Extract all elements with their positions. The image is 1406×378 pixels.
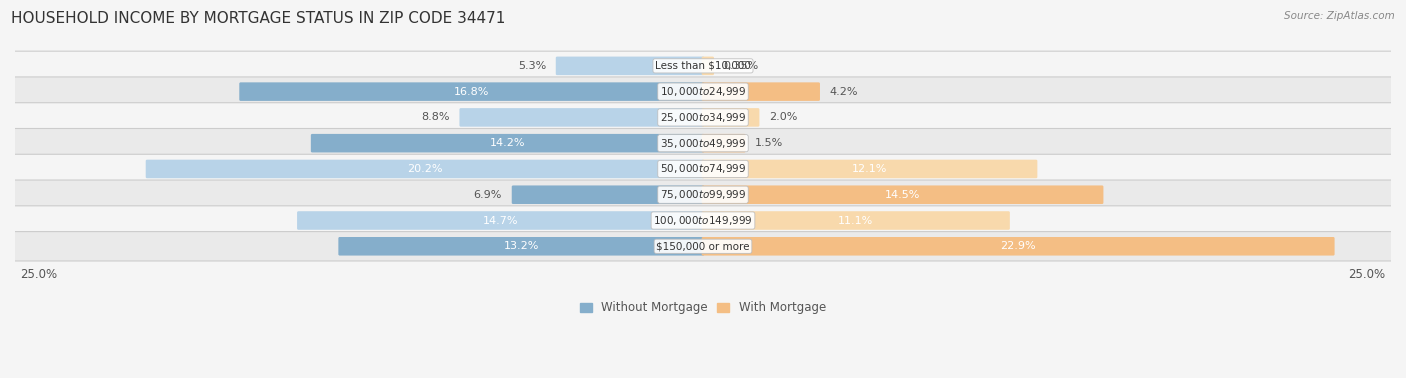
Text: 5.3%: 5.3% (517, 61, 546, 71)
Text: 16.8%: 16.8% (454, 87, 489, 97)
FancyBboxPatch shape (11, 51, 1395, 81)
FancyBboxPatch shape (702, 108, 759, 127)
FancyBboxPatch shape (239, 82, 704, 101)
FancyBboxPatch shape (11, 77, 1395, 106)
FancyBboxPatch shape (702, 211, 1010, 230)
Text: 22.9%: 22.9% (1000, 241, 1036, 251)
Text: $35,000 to $49,999: $35,000 to $49,999 (659, 137, 747, 150)
FancyBboxPatch shape (702, 237, 1334, 256)
FancyBboxPatch shape (702, 134, 745, 152)
Text: 25.0%: 25.0% (21, 268, 58, 281)
FancyBboxPatch shape (146, 160, 704, 178)
Text: 0.35%: 0.35% (724, 61, 759, 71)
FancyBboxPatch shape (11, 206, 1395, 235)
Text: 20.2%: 20.2% (408, 164, 443, 174)
Text: 13.2%: 13.2% (503, 241, 538, 251)
Text: 8.8%: 8.8% (422, 112, 450, 122)
Text: 6.9%: 6.9% (474, 190, 502, 200)
Text: 25.0%: 25.0% (1348, 268, 1385, 281)
FancyBboxPatch shape (11, 129, 1395, 158)
FancyBboxPatch shape (339, 237, 704, 256)
FancyBboxPatch shape (702, 186, 1104, 204)
Text: $100,000 to $149,999: $100,000 to $149,999 (654, 214, 752, 227)
Legend: Without Mortgage, With Mortgage: Without Mortgage, With Mortgage (575, 297, 831, 319)
Text: 12.1%: 12.1% (852, 164, 887, 174)
Text: $10,000 to $24,999: $10,000 to $24,999 (659, 85, 747, 98)
FancyBboxPatch shape (702, 57, 714, 75)
FancyBboxPatch shape (512, 186, 704, 204)
FancyBboxPatch shape (460, 108, 704, 127)
FancyBboxPatch shape (555, 57, 704, 75)
FancyBboxPatch shape (702, 160, 1038, 178)
FancyBboxPatch shape (297, 211, 704, 230)
Text: 4.2%: 4.2% (830, 87, 858, 97)
Text: $150,000 or more: $150,000 or more (657, 241, 749, 251)
Text: 11.1%: 11.1% (838, 215, 873, 226)
Text: HOUSEHOLD INCOME BY MORTGAGE STATUS IN ZIP CODE 34471: HOUSEHOLD INCOME BY MORTGAGE STATUS IN Z… (11, 11, 506, 26)
FancyBboxPatch shape (702, 82, 820, 101)
FancyBboxPatch shape (11, 154, 1395, 184)
FancyBboxPatch shape (311, 134, 704, 152)
Text: 1.5%: 1.5% (755, 138, 783, 148)
FancyBboxPatch shape (11, 103, 1395, 132)
Text: 2.0%: 2.0% (769, 112, 797, 122)
FancyBboxPatch shape (11, 180, 1395, 209)
Text: 14.5%: 14.5% (884, 190, 920, 200)
Text: 14.2%: 14.2% (489, 138, 526, 148)
Text: $25,000 to $34,999: $25,000 to $34,999 (659, 111, 747, 124)
Text: 14.7%: 14.7% (484, 215, 519, 226)
FancyBboxPatch shape (11, 232, 1395, 261)
Text: Source: ZipAtlas.com: Source: ZipAtlas.com (1284, 11, 1395, 21)
Text: Less than $10,000: Less than $10,000 (655, 61, 751, 71)
Text: $75,000 to $99,999: $75,000 to $99,999 (659, 188, 747, 201)
Text: $50,000 to $74,999: $50,000 to $74,999 (659, 163, 747, 175)
